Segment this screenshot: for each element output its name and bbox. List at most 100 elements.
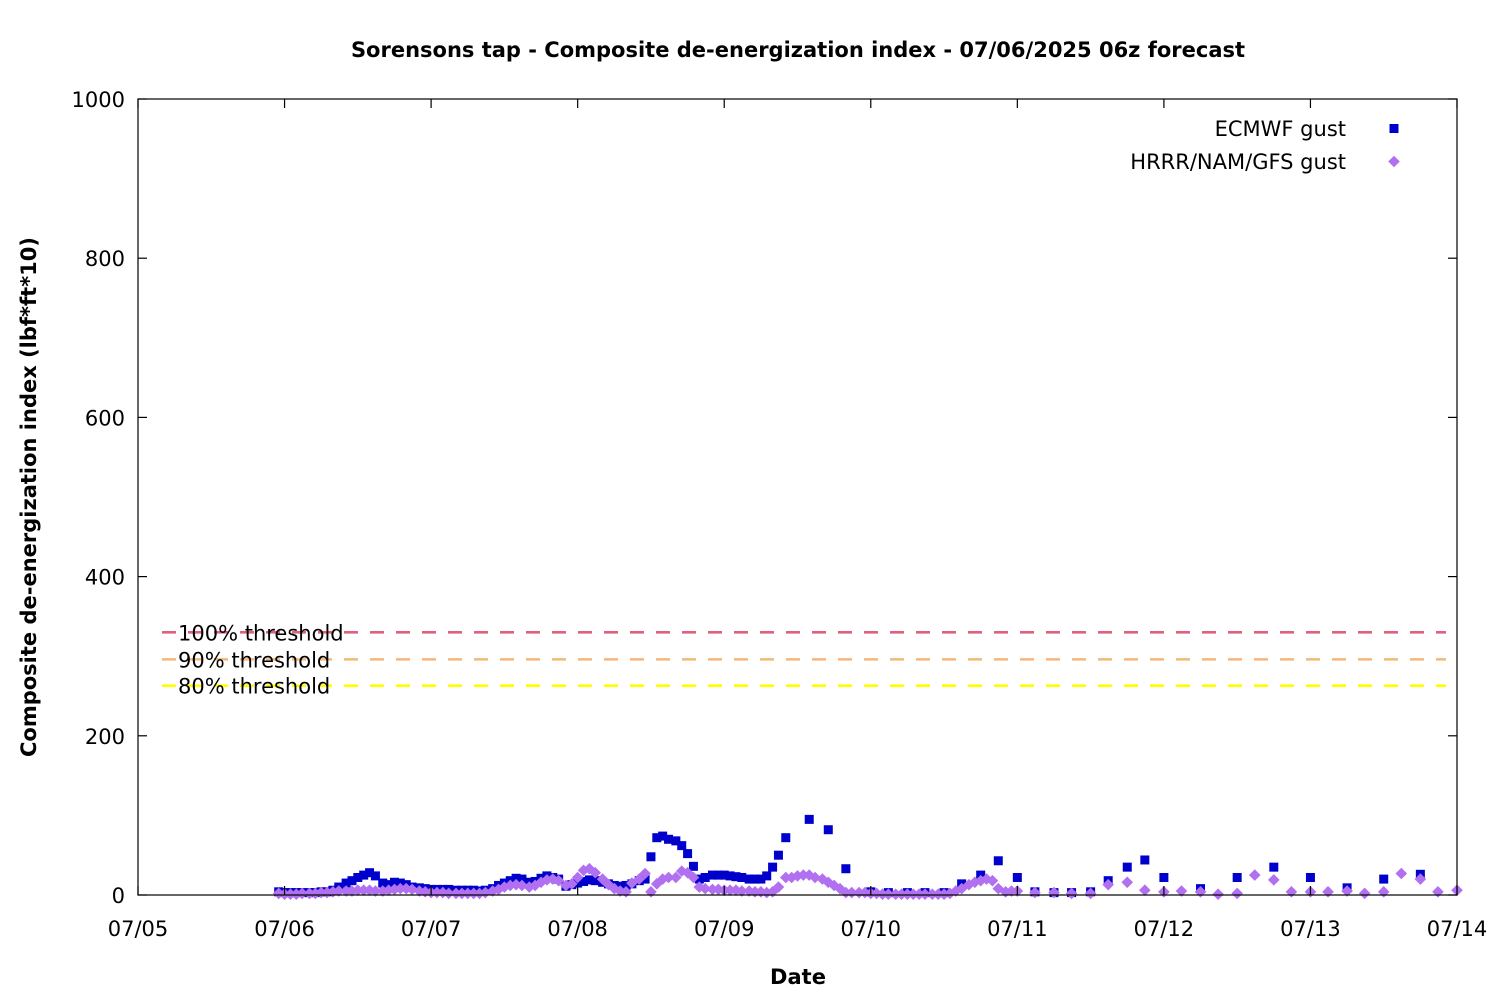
hrrr-point xyxy=(1414,873,1427,885)
ecmwf-point xyxy=(370,871,380,881)
hrrr-point xyxy=(1212,888,1224,901)
hrrr-point xyxy=(749,886,761,898)
ecmwf-point xyxy=(1140,855,1150,865)
ecmwf-point xyxy=(652,833,662,843)
hrrr-point xyxy=(779,871,792,884)
hrrr-point xyxy=(895,888,908,901)
x-tick-label: 07/07 xyxy=(401,917,462,941)
ecmwf-point xyxy=(841,864,851,874)
ecmwf-point xyxy=(1232,872,1242,882)
threshold-label: 100% threshold xyxy=(178,621,344,645)
ecmwf-point xyxy=(694,874,704,884)
ecmwf-point xyxy=(1159,872,1169,882)
ecmwf-point xyxy=(590,876,600,886)
ecmwf-point xyxy=(683,849,693,859)
ecmwf-point xyxy=(378,878,388,888)
hrrr-point xyxy=(589,866,602,879)
hrrr-point xyxy=(363,884,376,897)
ecmwf-point xyxy=(646,852,656,862)
hrrr-point xyxy=(1121,876,1134,889)
ecmwf-point xyxy=(1122,862,1132,872)
legend-marker xyxy=(1388,155,1400,168)
hrrr-point xyxy=(913,888,925,901)
hrrr-point xyxy=(907,888,920,901)
hrrr-point xyxy=(394,882,407,895)
hrrr-point xyxy=(955,882,968,895)
ecmwf-point xyxy=(1379,874,1389,884)
hrrr-point xyxy=(791,870,804,882)
hrrr-point xyxy=(566,878,578,890)
legend-marker xyxy=(1389,124,1399,133)
ecmwf-point xyxy=(750,874,760,884)
x-tick-label: 07/08 xyxy=(547,917,608,941)
y-tick-label: 600 xyxy=(85,406,125,430)
hrrr-point xyxy=(1358,887,1371,900)
hrrr-point xyxy=(797,869,810,881)
hrrr-point xyxy=(736,885,748,897)
hrrr-point xyxy=(1341,885,1353,897)
series-0 xyxy=(274,814,1425,898)
x-tick-label: 07/11 xyxy=(987,917,1048,941)
hrrr-point xyxy=(1005,885,1018,897)
hrrr-point xyxy=(1395,867,1408,880)
y-tick-label: 400 xyxy=(85,566,125,590)
hrrr-point xyxy=(461,887,474,900)
hrrr-point xyxy=(382,884,395,897)
hrrr-point xyxy=(529,879,541,892)
x-tick-label: 07/09 xyxy=(694,917,755,941)
hrrr-point xyxy=(456,887,468,900)
threshold-label: 80% threshold xyxy=(178,675,330,699)
hrrr-point xyxy=(876,888,889,901)
ecmwf-point xyxy=(713,870,723,880)
ecmwf-point xyxy=(353,872,363,882)
hrrr-point xyxy=(1175,885,1188,897)
ecmwf-point xyxy=(584,875,594,885)
threshold-label: 90% threshold xyxy=(178,648,330,672)
hrrr-point xyxy=(1102,878,1114,891)
series-1 xyxy=(272,862,1463,901)
hrrr-point xyxy=(332,885,345,897)
x-tick-label: 07/12 xyxy=(1134,917,1195,941)
ecmwf-point xyxy=(1305,872,1315,882)
hrrr-point xyxy=(919,888,931,901)
hrrr-point xyxy=(357,884,370,897)
chart-title: Sorensons tap - Composite de-energizatio… xyxy=(351,38,1245,62)
x-tick-label: 07/14 xyxy=(1427,917,1488,941)
hrrr-point xyxy=(1285,886,1298,898)
hrrr-point xyxy=(1084,887,1097,900)
hrrr-point xyxy=(1065,887,1078,900)
ecmwf-point xyxy=(744,874,754,884)
hrrr-point xyxy=(296,887,308,900)
hrrr-point xyxy=(699,882,711,895)
plot-frame xyxy=(137,98,1458,896)
ecmwf-point xyxy=(1269,862,1279,872)
ecmwf-point xyxy=(359,870,369,880)
hrrr-point xyxy=(571,871,584,884)
ecmwf-point xyxy=(671,836,681,846)
ecmwf-point xyxy=(773,850,783,860)
axes: 0 200 400 600 800 1000 07/05 07/06 07/07 07/08 07/… xyxy=(72,88,1488,941)
hrrr-point xyxy=(670,871,682,884)
hrrr-point xyxy=(1139,884,1151,897)
hrrr-point xyxy=(687,871,700,884)
ecmwf-point xyxy=(365,868,375,878)
ecmwf-point xyxy=(688,861,698,871)
hrrr-point xyxy=(369,885,382,897)
hrrr-point xyxy=(974,874,987,887)
ecmwf-point xyxy=(700,872,710,882)
hrrr-point xyxy=(442,887,455,900)
ecmwf-point xyxy=(389,877,399,887)
ecmwf-point xyxy=(621,880,631,890)
ecmwf-point xyxy=(762,871,772,881)
legend-label: HRRR/NAM/GFS gust xyxy=(1130,150,1346,174)
x-axis-label: Date xyxy=(770,965,826,989)
hrrr-point xyxy=(1432,886,1444,898)
hrrr-point xyxy=(450,887,462,900)
legend-label: ECMWF gust xyxy=(1215,117,1346,141)
ecmwf-point xyxy=(993,856,1003,866)
hrrr-point xyxy=(889,888,902,901)
x-tick-label: 07/10 xyxy=(841,917,902,941)
hrrr-point xyxy=(986,874,999,887)
hrrr-point xyxy=(303,887,316,900)
hrrr-point xyxy=(1268,874,1280,886)
